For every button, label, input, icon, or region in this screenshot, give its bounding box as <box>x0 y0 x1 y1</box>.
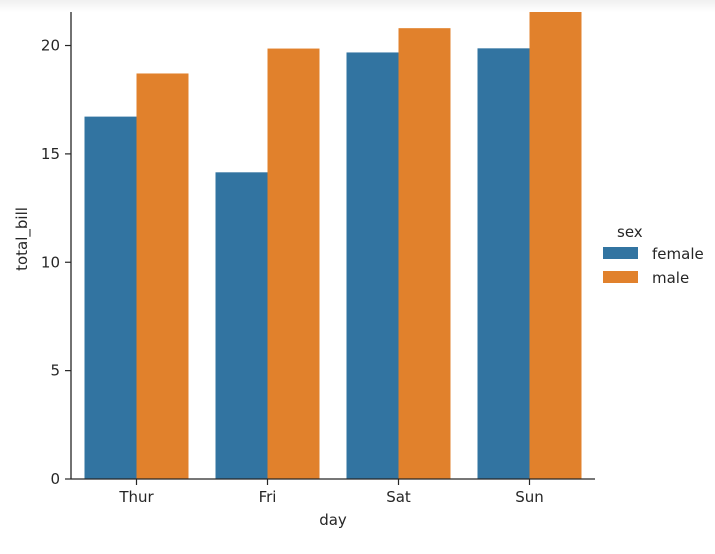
y-tick-label: 15 <box>41 145 60 163</box>
bars-layer <box>84 4 582 480</box>
bar-male-thur <box>136 73 189 480</box>
top-shade <box>0 0 715 12</box>
y-tick-label: 10 <box>41 253 60 271</box>
legend-title: sex <box>617 223 643 241</box>
x-axis-title: day <box>319 511 347 529</box>
legend-label-female: female <box>652 245 704 263</box>
legend: sex female male <box>603 223 704 287</box>
bar-male-sun <box>529 4 582 480</box>
x-tick-label: Thur <box>118 488 154 506</box>
bar-female-thur <box>84 116 137 479</box>
legend-swatch-female <box>603 247 638 259</box>
bar-female-sat <box>346 52 399 479</box>
bar-male-sat <box>398 28 451 479</box>
x-tick-label: Sun <box>515 488 544 506</box>
x-tick-label: Sat <box>386 488 411 506</box>
legend-items: female male <box>603 245 704 287</box>
bar-female-fri <box>215 172 268 480</box>
y-ticks: 0 5 10 15 20 <box>41 37 71 488</box>
x-tick-label: Fri <box>259 488 277 506</box>
y-axis-title: total_bill <box>13 207 32 271</box>
bar-male-fri <box>267 48 320 479</box>
axes-layer <box>70 0 595 480</box>
x-ticks: Thur Fri Sat Sun <box>118 479 544 506</box>
legend-label-male: male <box>652 269 689 287</box>
y-tick-label: 5 <box>50 362 60 380</box>
y-tick-label: 20 <box>41 37 60 55</box>
y-tick-label: 0 <box>50 470 60 488</box>
bar-female-sun <box>477 48 530 479</box>
legend-swatch-male <box>603 271 638 283</box>
